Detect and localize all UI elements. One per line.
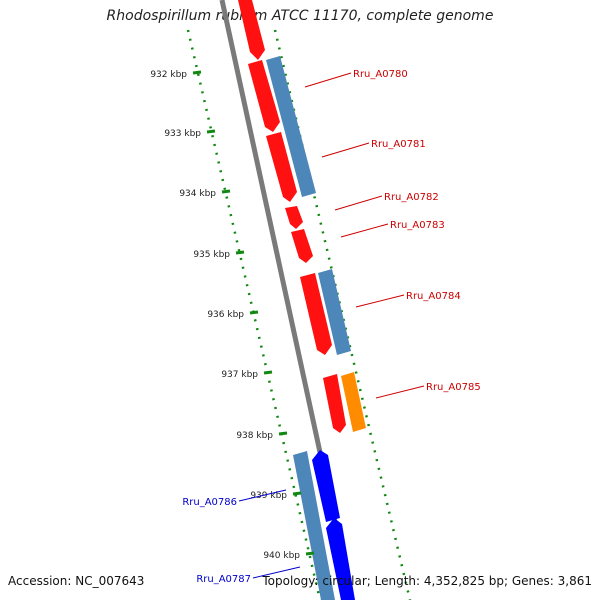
feature-cds-a0782[interactable] [285, 206, 303, 229]
feature-cds-a0781[interactable] [266, 132, 297, 202]
kbp-tick-label: 937 kbp [221, 370, 258, 380]
kbp-tick-mark [305, 551, 315, 556]
gene-label-reverse[interactable]: Rru_A0786 [182, 497, 237, 508]
kbp-tick-mark [192, 70, 202, 75]
feature-gene-a0780-0781[interactable] [266, 56, 316, 197]
map-title: Rhodospirillum rubrum ATCC 11170, comple… [106, 8, 494, 24]
kbp-tick-label: 932 kbp [150, 70, 187, 80]
feature-gene-a0786[interactable] [293, 451, 335, 600]
gene-label-forward[interactable]: Rru_A0784 [406, 291, 461, 302]
gene-label-forward[interactable]: Rru_A0781 [371, 139, 426, 150]
kbp-tick-mark [206, 129, 216, 134]
accession-text: Accession: NC_007643 [8, 574, 145, 588]
feature-cds-a0780[interactable] [248, 60, 280, 132]
kbp-tick-label: 936 kbp [207, 310, 244, 320]
gene-label-forward[interactable]: Rru_A0785 [426, 382, 481, 393]
gene-callout-line [304, 72, 352, 88]
feature-cds-a0786[interactable] [312, 450, 340, 522]
gene-label-forward[interactable]: Rru_A0782 [384, 192, 439, 203]
kbp-tick-label: 934 kbp [179, 189, 216, 199]
feature-cds-a0779[interactable] [238, 0, 265, 60]
kbp-tick-label: 933 kbp [164, 129, 201, 139]
feature-cds-a0784[interactable] [300, 273, 332, 355]
gene-callout-line [238, 489, 287, 502]
feature-cds-a0787[interactable] [326, 518, 355, 600]
feature-orange-a0785[interactable] [341, 372, 366, 432]
outer-tick-rail [186, 29, 322, 600]
kbp-tick-mark [263, 370, 273, 375]
gene-callout-line [321, 142, 370, 158]
kbp-tick-mark [221, 189, 231, 194]
gene-label-forward[interactable]: Rru_A0783 [390, 220, 445, 231]
gene-callout-line [355, 294, 405, 308]
feature-cds-a0783[interactable] [291, 229, 313, 263]
kbp-tick-label: 935 kbp [193, 250, 230, 260]
kbp-tick-label: 938 kbp [236, 431, 273, 441]
feature-cds-a0785[interactable] [323, 374, 346, 433]
kbp-tick-marks [192, 70, 315, 556]
kbp-tick-mark [235, 250, 245, 255]
kbp-tick-label: 940 kbp [263, 551, 300, 561]
gene-callout-line [375, 385, 425, 399]
gene-callout-line [252, 566, 301, 579]
kbp-tick-mark [278, 431, 288, 436]
kbp-tick-labels: 932 kbp 933 kbp 934 kbp 935 kbp 936 kbp 937 k… [150, 70, 300, 561]
kbp-tick-mark [292, 491, 302, 496]
gene-labels: Rru_A0780 Rru_A0781 Rru_A0782 Rru_A0783 Rru_… [182, 69, 480, 585]
gene-callouts [238, 72, 425, 579]
gene-label-reverse[interactable]: Rru_A0787 [196, 574, 251, 585]
gene-label-forward[interactable]: Rru_A0780 [353, 69, 408, 80]
genome-summary-text: Topology: circular; Length: 4,352,825 bp… [262, 574, 592, 588]
kbp-tick-mark [249, 310, 259, 315]
gene-callout-line [340, 223, 389, 238]
kbp-tick-label: 939 kbp [250, 491, 287, 501]
feature-gene-a0784[interactable] [318, 269, 351, 355]
gene-callout-line [334, 195, 383, 211]
